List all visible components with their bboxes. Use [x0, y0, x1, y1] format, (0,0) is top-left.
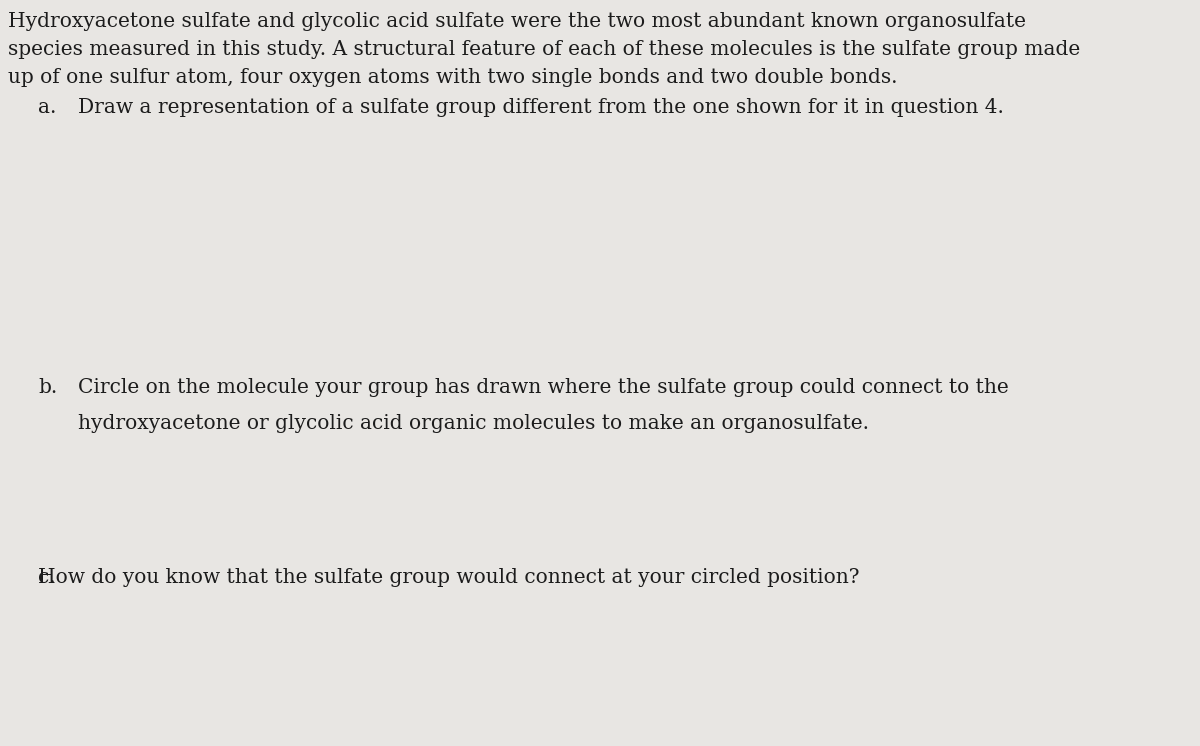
Text: b.: b.: [38, 378, 58, 397]
Text: a.: a.: [38, 98, 56, 117]
Text: hydroxyacetone or glycolic acid organic molecules to make an organosulfate.: hydroxyacetone or glycolic acid organic …: [78, 414, 869, 433]
Text: Circle on the molecule your group has drawn where the sulfate group could connec: Circle on the molecule your group has dr…: [78, 378, 1009, 397]
Text: Hydroxyacetone sulfate and glycolic acid sulfate were the two most abundant know: Hydroxyacetone sulfate and glycolic acid…: [8, 12, 1026, 31]
Text: How do you know that the sulfate group would connect at your circled position?: How do you know that the sulfate group w…: [38, 568, 859, 587]
Text: up of one sulfur atom, four oxygen atoms with two single bonds and two double bo: up of one sulfur atom, four oxygen atoms…: [8, 68, 898, 87]
Text: Draw a representation of a sulfate group different from the one shown for it in : Draw a representation of a sulfate group…: [78, 98, 1004, 117]
Text: c.: c.: [38, 568, 55, 587]
Text: species measured in this study. A structural feature of each of these molecules : species measured in this study. A struct…: [8, 40, 1080, 59]
